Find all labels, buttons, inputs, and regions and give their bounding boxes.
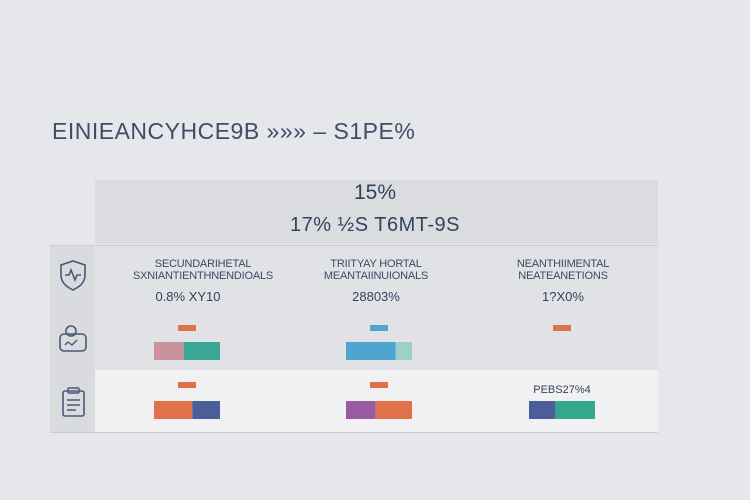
bar-segment bbox=[183, 342, 220, 360]
bar-cap-marker bbox=[178, 325, 196, 331]
icon-column bbox=[50, 246, 95, 432]
divider bbox=[50, 245, 658, 246]
column-value: 0.8% XY10 bbox=[155, 289, 221, 304]
user-card-icon bbox=[54, 320, 92, 358]
bar-cap-marker bbox=[370, 382, 388, 388]
column-heading: TRIITYAY HORTAL MEANTAIINUIONALS bbox=[323, 258, 429, 282]
bar-segment bbox=[154, 401, 193, 419]
bar-label: PEBS27%4 bbox=[533, 384, 591, 396]
shield-pulse-icon bbox=[54, 256, 92, 294]
bar-segment bbox=[192, 401, 220, 419]
column-heading: NEANTHIIMENTAL NEATEANETIONS bbox=[516, 258, 610, 282]
bar-segment bbox=[375, 401, 412, 419]
clipboard-icon bbox=[54, 383, 92, 421]
bar-segment bbox=[346, 342, 396, 360]
header-row bbox=[95, 246, 658, 306]
page-title: EINIEANCYHCE9B »»» – S1PE% bbox=[52, 118, 416, 144]
bar-cap-marker bbox=[178, 382, 196, 388]
divider bbox=[50, 432, 658, 433]
bar-cap-marker bbox=[553, 325, 571, 331]
bar-segment bbox=[529, 401, 556, 419]
bar-segment bbox=[154, 342, 184, 360]
headline-percentage: 15% bbox=[353, 181, 397, 204]
bar-segment bbox=[555, 401, 595, 419]
column-value: 1?X0% bbox=[542, 289, 584, 304]
summary-band bbox=[95, 180, 658, 244]
column-heading: SECUNDARIHETAL SXNIANTIENTHNENDIOALS bbox=[132, 258, 274, 282]
summary-subtitle: 17% ½S T6MT-9S bbox=[289, 214, 461, 236]
bar-segment bbox=[346, 401, 376, 419]
column-value: 28803% bbox=[352, 289, 400, 304]
bar-segment bbox=[395, 342, 412, 360]
bar-cap-marker bbox=[370, 325, 388, 331]
